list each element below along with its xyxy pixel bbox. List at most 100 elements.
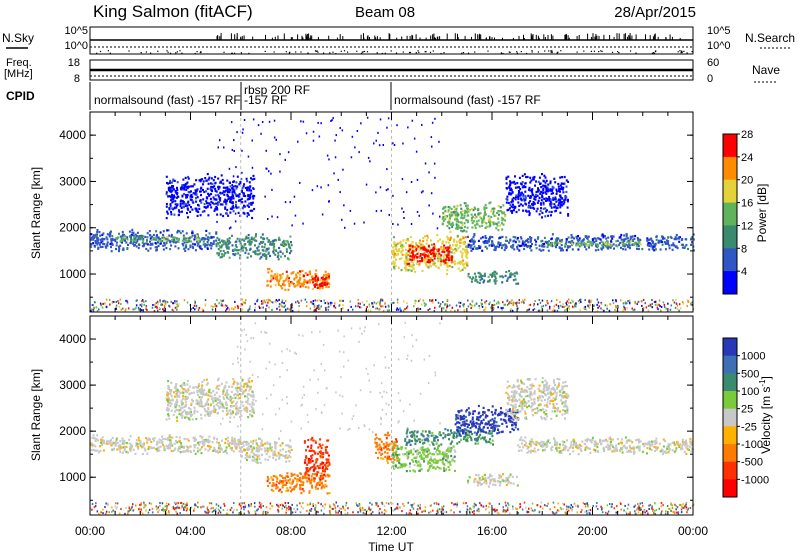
nave-tick-top: 60: [707, 57, 719, 69]
colorbar-tick: 8: [741, 243, 747, 255]
colorbar-swatch: [723, 179, 737, 204]
echo-band-2: [240, 437, 293, 464]
velocity-colorbar-label: Velocity [m s-1]: [758, 376, 773, 454]
colorbar-tick: 4: [741, 266, 747, 278]
echo-band-3: [215, 233, 293, 261]
colorbar-tick: 12: [741, 220, 753, 232]
colorbar-swatch: [723, 271, 737, 295]
nave-label: Nave: [752, 63, 780, 77]
echo-band-7: [404, 427, 494, 446]
xtick-label: 16:00: [477, 524, 507, 538]
echo-band-3: [266, 471, 331, 495]
xtick-label: 20:00: [577, 524, 607, 538]
echo-band-12: [546, 240, 642, 248]
colorbar-swatch: [723, 426, 737, 445]
time-axis: 00:00 04:00 08:00 12:00 16:00 20:00 00:00: [75, 524, 708, 538]
ytick-label: 1000: [59, 267, 86, 281]
nsearch-tick-top: 10^5: [707, 25, 731, 37]
echo-band-10: [505, 173, 570, 219]
power-ylabel: Slant Range [km]: [29, 167, 43, 259]
nsky-spikes: [96, 33, 693, 55]
colorbar-swatch: [723, 479, 737, 498]
freq-panel: [89, 59, 694, 81]
echo-band-9: [467, 473, 519, 488]
echo-band-0: [90, 228, 218, 253]
colorbar-swatch: [723, 202, 737, 226]
echo-band-8: [454, 404, 520, 436]
colorbar-swatch: [723, 461, 737, 480]
velocity-panel: 1000 2000 3000 4000: [59, 315, 695, 516]
nsearch-label: N.Search: [745, 31, 795, 45]
colorbar-tick: -500: [741, 457, 763, 469]
nsky-panel: [89, 26, 694, 55]
power-panel: 1000 2000 3000 4000: [59, 111, 695, 313]
xtick-label: 08:00: [276, 524, 306, 538]
colorbar-tick: 100: [741, 386, 759, 398]
colorbar-tick: -100: [741, 439, 763, 451]
ytick-label: 2000: [59, 424, 86, 438]
echo-band-6: [391, 441, 457, 473]
colorbar-swatch: [723, 134, 737, 158]
cpid-label: CPID: [6, 89, 35, 103]
cpid-segment-2-sub: -157 RF: [244, 93, 287, 107]
xtick-label: 12:00: [376, 524, 406, 538]
ytick-label: 4000: [59, 128, 86, 142]
date-title: 28/Apr/2015: [614, 4, 696, 21]
freq-tick-bottom: 8: [74, 73, 80, 85]
echo-band-2: [165, 173, 256, 220]
echo-band-9: [467, 270, 520, 285]
colorbar-swatch: [723, 408, 737, 427]
colorbar-tick: 20: [741, 175, 753, 187]
nsky-label: N.Sky: [2, 31, 34, 45]
xtick-label: 00:00: [678, 524, 708, 538]
velocity-colorbar: 1000 500 100 25 -25 -100 -500 -1000: [722, 337, 769, 498]
xtick-label: 04:00: [175, 524, 205, 538]
colorbar-swatch: [723, 355, 737, 374]
nave-tick-bottom: 0: [707, 73, 713, 85]
echo-band-5: [374, 431, 399, 465]
power-colorbar: 4 8 12 16 20 24 28: [722, 129, 753, 295]
freq-label: Freq.: [6, 57, 32, 69]
scatter-speckle: [90, 116, 695, 312]
cpid-segment-2: rbsp 200 RF: [244, 83, 310, 97]
scatter-speckle: [90, 321, 695, 515]
cpid-segment-3: normalsound (fast) -157 RF: [394, 93, 541, 107]
colorbar-swatch: [723, 156, 737, 181]
echo-band-1: [116, 234, 201, 244]
colorbar-tick: 1000: [741, 351, 765, 363]
colorbar-swatch: [723, 444, 737, 463]
colorbar-tick: 500: [741, 368, 759, 380]
freq-tick-top: 18: [68, 57, 80, 69]
colorbar-swatch: [723, 338, 737, 357]
echo-band-4: [303, 436, 331, 481]
xaxis-label: Time UT: [368, 540, 414, 554]
colorbar-tick: 25: [741, 404, 753, 416]
colorbar-tick: 28: [741, 129, 753, 141]
echo-band-10: [505, 377, 570, 421]
colorbar-swatch: [723, 373, 737, 392]
station-title: King Salmon (fitACF): [93, 2, 253, 21]
echo-band-1: [165, 377, 255, 423]
freq-unit: [MHz]: [4, 68, 33, 80]
beam-title: Beam 08: [355, 4, 415, 21]
colorbar-swatch: [723, 391, 737, 410]
colorbar-tick: -1000: [741, 474, 769, 486]
colorbar-tick: 24: [741, 152, 753, 164]
echo-band-7: [406, 243, 453, 266]
echo-band-8: [441, 201, 507, 233]
xtick-label: 00:00: [75, 524, 105, 538]
colorbar-swatch: [723, 248, 737, 272]
ytick-label: 1000: [59, 470, 86, 484]
colorbar-tick: -25: [741, 421, 757, 433]
ytick-label: 3000: [59, 378, 86, 392]
echo-band-11: [517, 436, 694, 456]
ytick-label: 4000: [59, 332, 86, 346]
nsearch-tick-bottom: 10^0: [707, 40, 731, 52]
ytick-label: 2000: [59, 221, 86, 235]
colorbar-swatch: [723, 225, 737, 249]
cpid-segment-1: normalsound (fast) -157 RF: [94, 93, 241, 107]
colorbar-tick: 16: [741, 198, 753, 210]
velocity-ylabel: Slant Range [km]: [29, 369, 43, 461]
echo-band-0: [90, 434, 243, 456]
